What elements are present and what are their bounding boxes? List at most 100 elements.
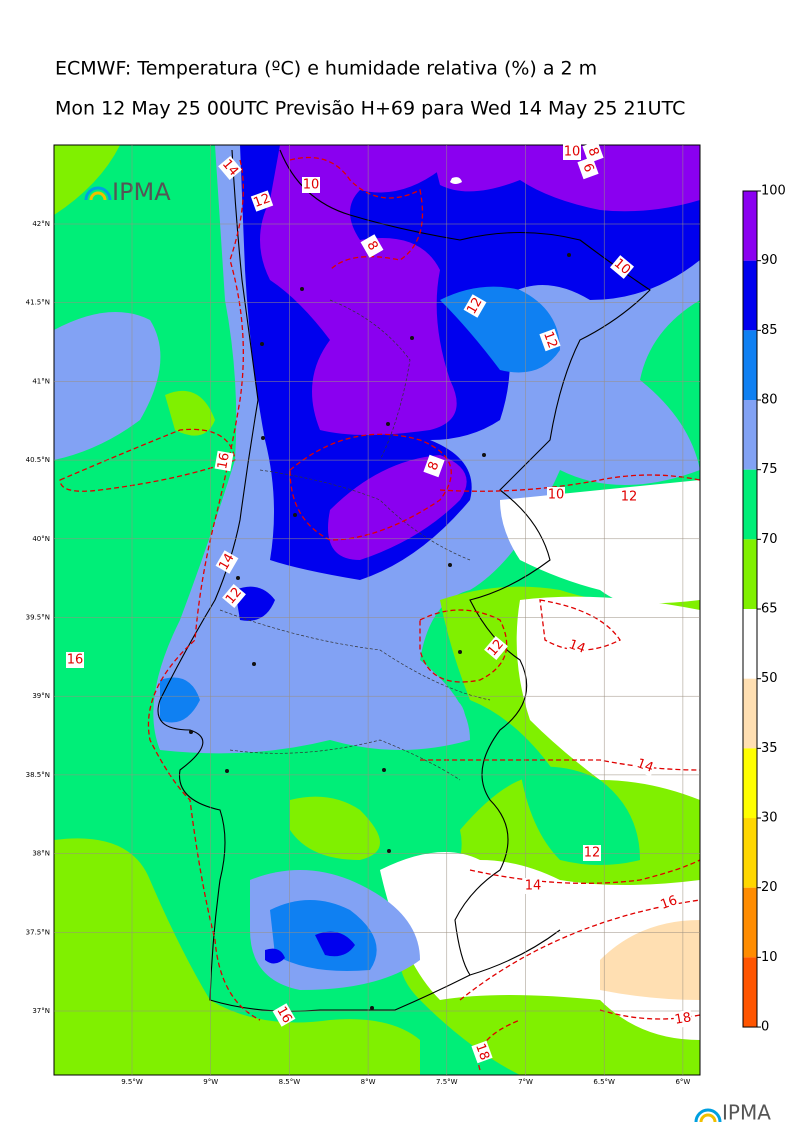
contour-label-text: 14 <box>525 879 542 894</box>
contour-label-bg <box>250 190 274 212</box>
lon-tick-label: 7.5°W <box>436 1078 458 1086</box>
colorbar-band <box>743 539 757 610</box>
contour-label-text: 16 <box>659 893 680 913</box>
contour-label: 18 <box>471 1040 493 1064</box>
contour-label: 10 <box>302 177 320 193</box>
contour-label: 16 <box>214 450 234 472</box>
contour-label-bg <box>302 177 320 193</box>
contour-label: 16 <box>657 892 681 914</box>
map-frame <box>53 144 701 1076</box>
contour-label: 16 <box>66 652 84 668</box>
colorbar-tick-label: 50 <box>761 671 778 686</box>
contour-label: 10 <box>547 487 565 503</box>
contour-label-text: 12 <box>584 846 601 861</box>
footer-logo-text: IPMA <box>722 1101 771 1125</box>
colorbar-band <box>743 609 757 679</box>
colorbar-tick-label: 75 <box>761 462 778 477</box>
colorbar-band <box>743 678 757 749</box>
contour-label: 14 <box>218 155 242 181</box>
lat-tick-label: 39.5°N <box>26 614 50 622</box>
lon-tick-label: 9.5°W <box>121 1078 143 1086</box>
contour-label-bg <box>583 845 601 861</box>
contour-label-text: 18 <box>472 1042 492 1063</box>
contour-label: 12 <box>539 328 561 352</box>
contour-label-bg <box>463 294 487 318</box>
colorbar-tick-label: 100 <box>761 184 786 199</box>
map-logo: IPMA <box>84 178 171 206</box>
colorbar-band <box>743 957 757 1028</box>
colorbar-band <box>743 191 757 261</box>
contour-label-bg <box>423 454 445 478</box>
contour-label-bg <box>222 583 246 609</box>
title-line-2: Mon 12 May 25 00UTC Previsão H+69 para W… <box>55 98 685 120</box>
contour-label-text: 12 <box>621 490 638 505</box>
colorbar-tick-label: 30 <box>761 811 778 826</box>
colorbar-tick-label: 80 <box>761 393 778 408</box>
contour-label-bg <box>672 1009 694 1029</box>
contour-label-bg <box>66 652 84 668</box>
contour-label-bg <box>633 755 657 777</box>
contour-label-bg <box>547 487 565 503</box>
colorbar-band <box>743 887 757 958</box>
contour-label-text: 16 <box>273 1004 294 1026</box>
colorbar-tick-label: 20 <box>761 880 778 895</box>
contour-label: 14 <box>633 755 657 777</box>
lat-tick-label: 37°N <box>32 1007 50 1015</box>
contour-label-text: 12 <box>464 295 485 317</box>
colorbar-band <box>743 748 757 819</box>
contour-label-text: 16 <box>215 452 233 471</box>
lon-tick-label: 7°W <box>518 1078 533 1086</box>
map-fields <box>54 145 700 1075</box>
lat-tick-label: 40.5°N <box>26 456 50 464</box>
contour-label-bg <box>524 878 542 894</box>
colorbar-tick-label: 35 <box>761 741 778 756</box>
contour-label-bg <box>539 328 561 352</box>
contour-label-bg <box>214 450 234 472</box>
contour-label: 8 <box>423 454 445 478</box>
footer-logo: IPMA <box>694 1101 771 1125</box>
contour-label-text: 10 <box>564 145 581 160</box>
map-logo-text: IPMA <box>112 178 171 206</box>
contour-label: 14 <box>565 636 589 658</box>
contour-label-text: 12 <box>540 330 560 351</box>
lat-tick-label: 42°N <box>32 220 50 228</box>
colorbar-band <box>743 469 757 540</box>
contour-label: 14 <box>524 878 542 894</box>
colorbar-tick-label: 85 <box>761 323 778 338</box>
contour-label-text: 10 <box>548 488 565 503</box>
lon-tick-label: 6.5°W <box>593 1078 615 1086</box>
lat-tick-label: 41.5°N <box>26 299 50 307</box>
colorbar-tick-label: 90 <box>761 253 778 268</box>
lat-tick-label: 38.5°N <box>26 771 50 779</box>
contour-label: 18 <box>672 1009 694 1029</box>
colorbar-band <box>743 330 757 401</box>
contour-label: 10 <box>563 144 581 160</box>
contour-label-bg <box>620 489 638 505</box>
lat-tick-label: 38°N <box>32 850 50 858</box>
contour-label-bg <box>582 140 604 164</box>
contour-label: 12 <box>583 845 601 861</box>
lat-tick-label: 40°N <box>32 535 50 543</box>
contour-label: 12 <box>463 294 487 318</box>
contour-label: 12 <box>484 635 508 661</box>
contour-label: 8 <box>360 234 384 258</box>
lon-tick-label: 9°W <box>203 1078 218 1086</box>
contour-label-bg <box>565 636 589 658</box>
contour-label-bg <box>484 635 508 661</box>
contour-label-bg <box>609 255 635 279</box>
contour-label-text: 14 <box>567 637 588 657</box>
contour-label: 12 <box>620 489 638 505</box>
contour-label-text: 10 <box>303 178 320 193</box>
contour-label-text: 18 <box>674 1010 693 1028</box>
contour-label: 14 <box>215 550 239 574</box>
colorbar-tick-label: 0 <box>761 1020 769 1035</box>
contour-label-bg <box>471 1040 493 1064</box>
colorbar-tick-label: 70 <box>761 532 778 547</box>
contour-label-bg <box>563 144 581 160</box>
lon-tick-label: 8°W <box>361 1078 376 1086</box>
colorbar-tick-label: 10 <box>761 950 778 965</box>
contour-label-bg <box>577 156 599 180</box>
contour-label-bg <box>272 1003 296 1027</box>
colorbar-band <box>743 260 757 331</box>
